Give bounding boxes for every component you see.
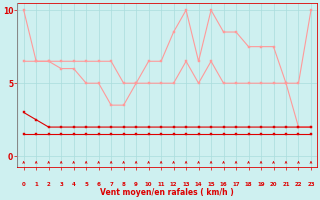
X-axis label: Vent moyen/en rafales ( km/h ): Vent moyen/en rafales ( km/h ): [100, 188, 234, 197]
